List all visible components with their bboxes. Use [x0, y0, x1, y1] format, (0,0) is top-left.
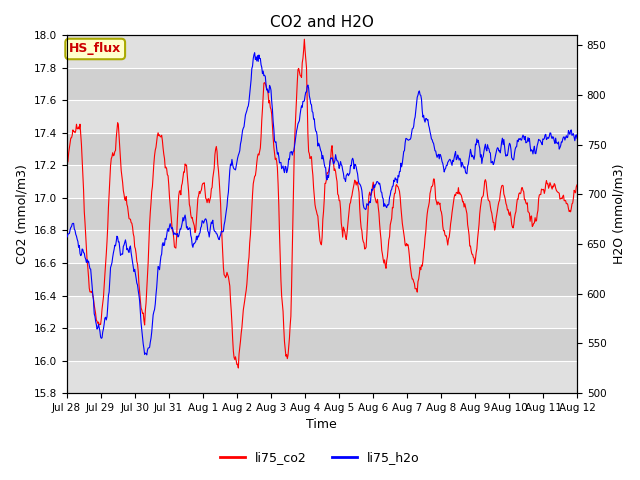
li75_co2	[301, 36, 308, 42]
li75_co2	[573, 182, 581, 188]
Text: HS_flux: HS_flux	[69, 43, 122, 56]
li75_co2	[234, 365, 242, 371]
li75_h2o	[177, 226, 185, 232]
li75_h2o	[63, 232, 70, 238]
Bar	[67, 68, 577, 100]
Bar	[67, 133, 577, 166]
li75_h2o	[400, 148, 408, 154]
li75_h2o	[204, 228, 212, 234]
li75_co2	[400, 231, 408, 237]
Bar	[67, 166, 577, 198]
Line: li75_h2o: li75_h2o	[67, 53, 577, 355]
Bar	[67, 36, 577, 68]
Bar	[67, 198, 577, 230]
li75_h2o	[72, 231, 79, 237]
Bar	[67, 328, 577, 360]
li75_co2	[124, 210, 132, 216]
Bar	[67, 230, 577, 263]
li75_h2o	[251, 50, 259, 56]
li75_h2o	[573, 135, 581, 141]
Legend: li75_co2, li75_h2o: li75_co2, li75_h2o	[215, 446, 425, 469]
Title: CO2 and H2O: CO2 and H2O	[270, 15, 374, 30]
li75_co2	[176, 188, 184, 193]
Y-axis label: H2O (mmol/m3): H2O (mmol/m3)	[612, 164, 625, 264]
Bar	[67, 100, 577, 133]
X-axis label: Time: Time	[307, 419, 337, 432]
li75_co2	[63, 161, 70, 167]
Bar	[67, 360, 577, 393]
li75_co2	[72, 128, 79, 133]
li75_h2o	[143, 352, 150, 358]
Bar	[67, 263, 577, 296]
li75_co2	[204, 200, 211, 205]
Bar	[67, 296, 577, 328]
li75_co2	[385, 237, 393, 242]
Y-axis label: CO2 (mmol/m3): CO2 (mmol/m3)	[15, 164, 28, 264]
li75_h2o	[124, 248, 132, 254]
Line: li75_co2: li75_co2	[67, 39, 577, 368]
li75_h2o	[385, 201, 393, 207]
